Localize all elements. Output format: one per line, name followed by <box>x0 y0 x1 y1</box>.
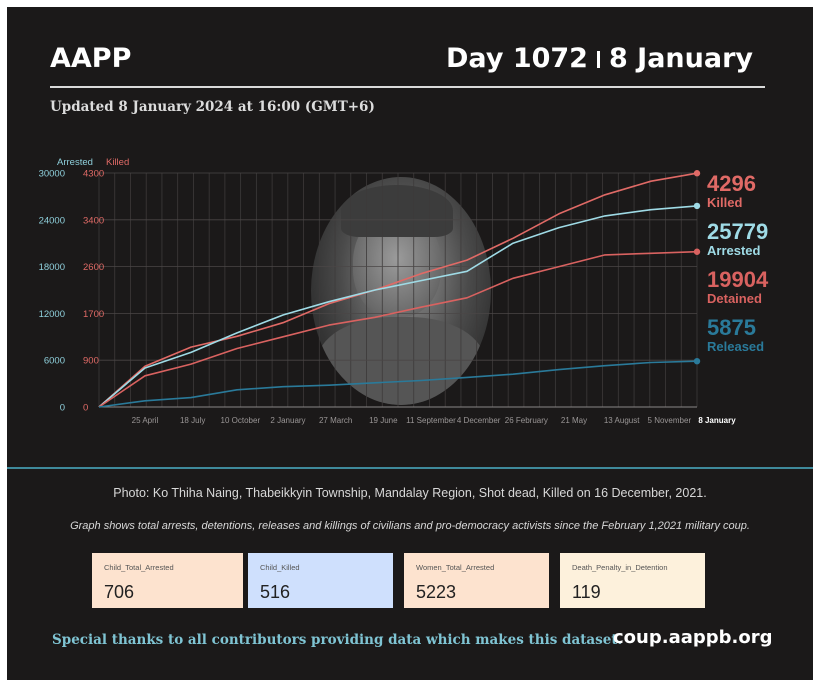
right-tick-label: 3400 <box>83 215 104 226</box>
x-tick-label: 18 July <box>180 416 205 425</box>
stat-label: Women_Total_Arrested <box>416 563 495 572</box>
x-tick-label: 5 November <box>648 416 692 425</box>
updated-timestamp: Updated 8 January 2024 at 16:00 (GMT+6) <box>50 99 375 115</box>
stat-value: 706 <box>104 582 135 602</box>
x-tick-label: 10 October <box>221 416 261 425</box>
photo-cap-shape <box>341 185 453 237</box>
x-tick-label: 13 August <box>604 416 640 425</box>
right-tick-label: 1700 <box>83 309 104 320</box>
right-tick-label: 900 <box>83 356 99 367</box>
left-tick-label: 0 <box>60 403 65 414</box>
infographic-card: AAPP Day 1072 8 January Updated 8 January… <box>7 7 813 680</box>
series-endpoint-detained <box>693 248 701 255</box>
right-axis-title: Killed <box>106 157 129 168</box>
stat-label: Child_Killed <box>260 563 300 572</box>
section-divider <box>7 467 813 469</box>
annotation-label: Detained <box>707 291 762 306</box>
stat-card-child-killed: Child_Killed 516 <box>248 553 393 608</box>
x-tick-label: 27 March <box>319 416 352 425</box>
left-tick-label: 12000 <box>39 309 65 320</box>
day-date: 8 January <box>608 43 753 74</box>
x-tick-label: 25 April <box>132 416 159 425</box>
series-line-released <box>98 360 698 408</box>
header-divider <box>50 86 765 88</box>
series-line-detained <box>98 250 698 408</box>
left-tick-label: 30000 <box>39 169 65 180</box>
left-tick-label: 6000 <box>44 356 65 367</box>
series-line-killed <box>98 172 698 408</box>
annotation-label: Killed <box>707 195 742 210</box>
graph-note: Graph shows total arrests, detentions, r… <box>70 520 750 532</box>
stat-card-child-arrested: Child_Total_Arrested 706 <box>92 553 243 608</box>
x-tick-label: 21 May <box>561 416 587 425</box>
photo-body-shape <box>317 317 485 405</box>
chart: 0 0 6000 900 12000 1700 18000 2600 24000 3400 3000… <box>39 157 769 425</box>
stat-label: Death_Penalty_in_Detention <box>572 563 668 572</box>
stat-card-women-arrested: Women_Total_Arrested 5223 <box>404 553 549 608</box>
left-tick-label: 24000 <box>39 215 65 226</box>
annotation-label: Released <box>707 339 764 354</box>
stat-card-death-penalty: Death_Penalty_in_Detention 119 <box>560 553 705 608</box>
right-tick-label: 4300 <box>83 169 104 180</box>
day-number: Day 1072 <box>446 43 588 74</box>
x-tick-label: 19 June <box>369 416 398 425</box>
left-axis-title: Arrested <box>57 157 93 168</box>
x-tick-label: 4 December <box>457 416 501 425</box>
stat-label: Child_Total_Arrested <box>104 563 174 572</box>
annotation-value: 4296 <box>707 171 756 196</box>
right-tick-label: 2600 <box>83 262 104 273</box>
series-line-arrested <box>98 205 698 408</box>
series-endpoint-killed <box>693 170 701 177</box>
x-tick-label: 2 January <box>270 416 305 425</box>
annotation-label: Arrested <box>707 243 761 258</box>
annotation-value: 25779 <box>707 219 768 244</box>
annotation-value: 5875 <box>707 315 756 340</box>
separator-bar <box>596 51 600 68</box>
stat-value: 119 <box>572 582 601 602</box>
photo-caption: Photo: Ko Thiha Naing, Thabeikkyin Towns… <box>113 486 707 500</box>
x-tick-label: 26 February <box>505 416 548 425</box>
stat-value: 5223 <box>416 582 457 602</box>
right-tick-label: 0 <box>83 403 88 414</box>
series-endpoint-arrested <box>693 202 701 210</box>
series-endpoint-released <box>693 357 701 365</box>
thanks-note: Special thanks to all contributors provi… <box>52 632 623 648</box>
website-link[interactable]: coup.aappb.org <box>613 627 773 648</box>
stat-value: 516 <box>260 582 291 602</box>
x-tick-label: 11 September <box>406 416 456 425</box>
annotation-value: 19904 <box>707 267 769 292</box>
brand-title: AAPP <box>50 43 132 74</box>
x-tick-label: 8 January <box>698 416 736 425</box>
day-counter: Day 1072 8 January <box>446 43 753 74</box>
left-tick-label: 18000 <box>39 262 65 273</box>
